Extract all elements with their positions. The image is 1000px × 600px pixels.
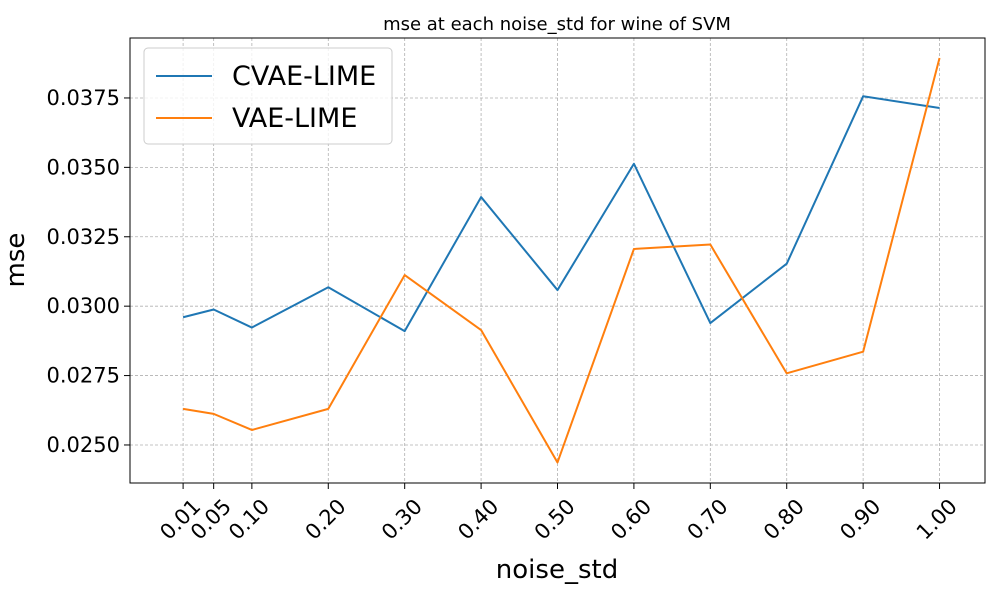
series-lines [182, 57, 941, 464]
x-tick-label: 0.60 [606, 494, 656, 544]
y-tick-label: 0.0325 [47, 225, 120, 249]
chart-title: mse at each noise_std for wine of SVM [383, 14, 731, 35]
x-tick-label: 0.70 [683, 494, 733, 544]
x-axis-title: noise_std [496, 555, 618, 585]
x-tick-label: 1.00 [912, 494, 962, 544]
series-line-cvae-lime [182, 95, 940, 333]
legend: CVAE-LIME VAE-LIME [143, 47, 393, 145]
series-line-vae-lime [182, 57, 941, 464]
x-axis: 0.010.050.10 0.20 0.30 0.40 0.50 0.60 0.70 0.80… [155, 483, 962, 544]
legend-label-vae-lime: VAE-LIME [232, 103, 357, 134]
y-axis: 0.0250 0.0275 0.0300 0.0325 0.0350 0.0375 [47, 86, 130, 457]
y-tick-label: 0.0250 [47, 433, 120, 457]
y-tick-label: 0.0300 [47, 294, 120, 318]
x-tick-label: 0.90 [835, 494, 885, 544]
y-tick-label: 0.0350 [47, 155, 120, 179]
x-tick-label: 0.80 [759, 494, 809, 544]
x-tick-label: 0.10 [224, 494, 274, 544]
x-tick-label: 0.30 [377, 494, 427, 544]
x-tick-label: 0.40 [453, 494, 503, 544]
y-axis-title: mse [1, 233, 31, 288]
grid [130, 38, 985, 483]
x-tick-label: 0.50 [530, 494, 580, 544]
legend-label-cvae-lime: CVAE-LIME [232, 61, 376, 92]
y-tick-label: 0.0375 [47, 86, 120, 110]
y-tick-label: 0.0275 [47, 364, 120, 388]
x-tick-label: 0.20 [301, 494, 351, 544]
legend-frame [143, 47, 393, 145]
